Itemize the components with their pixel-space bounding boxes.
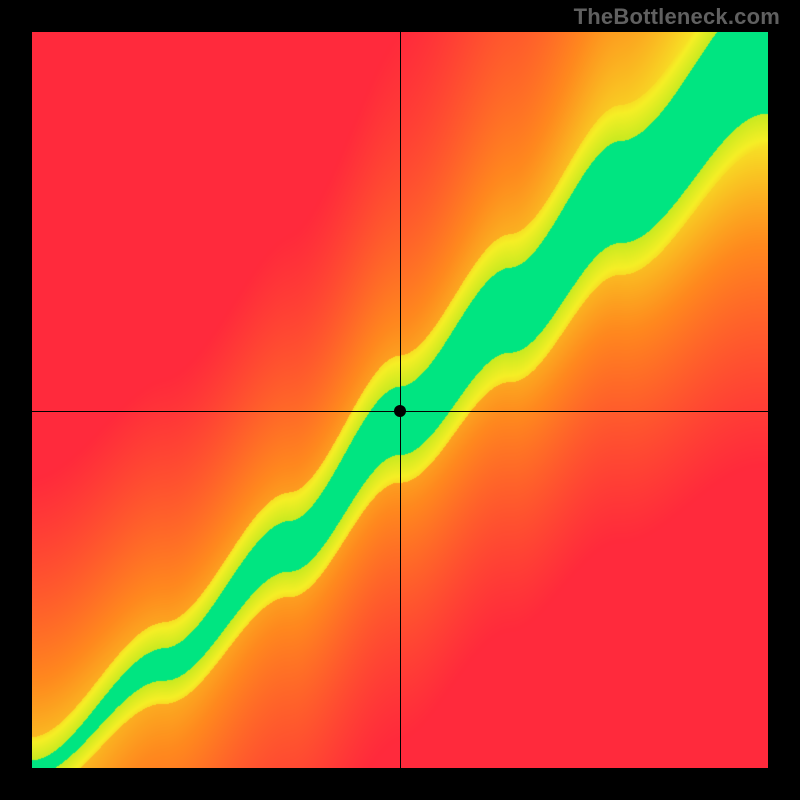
frame-left — [0, 0, 32, 800]
crosshair-vertical — [400, 32, 401, 768]
frame-right — [768, 0, 800, 800]
marker-dot — [394, 405, 406, 417]
watermark-text: TheBottleneck.com — [574, 4, 780, 30]
chart-container: TheBottleneck.com — [0, 0, 800, 800]
frame-bottom — [0, 768, 800, 800]
